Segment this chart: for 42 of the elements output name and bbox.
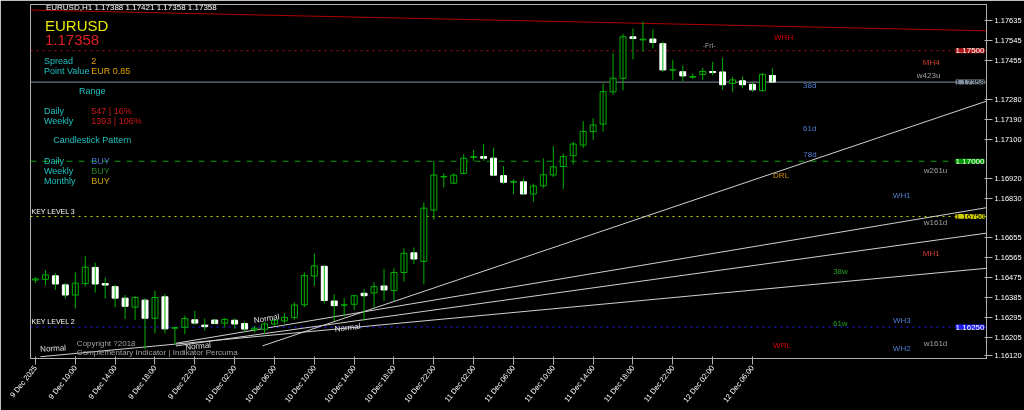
ref-line-label: 1.16750 [955,212,986,222]
annotation: Spread [44,56,74,67]
annotation: MH4 [922,57,941,67]
ref-line-label: 1.17500 [955,46,986,56]
chart-title: EURUSD,H1 1.17388 1.17421 1.17358 1.17358 [45,2,218,12]
annotation: BUY [91,175,110,186]
annotation: Weekly [44,115,74,126]
annotation: 61w [832,318,848,328]
annotation: 78d [803,150,817,160]
annotation: WRH [774,32,794,42]
annotation: DRL [773,170,790,180]
annotation: w423u [915,71,941,81]
ref-line-label: 1.17000 [955,156,986,166]
annotation: Monthly [44,175,77,186]
annotation: Copyright ?2018 [76,338,137,348]
annotation: 1393 | 106% [91,115,142,126]
annotation: EUR 0.85 [91,66,131,77]
annotation: 61d [803,123,817,133]
annotation: Normal [334,321,362,334]
annotation: Normal [253,312,281,325]
annotation: w261u [922,166,948,176]
annotation: MH1 [922,249,941,259]
annotation: Normal [40,343,67,354]
annotation: Daily [44,106,65,117]
annotation: WH2 [892,344,912,354]
annotation: WH1 [892,191,912,201]
annotation: Point Value [44,66,90,77]
annotation: Range [79,86,106,97]
annotation: w161d [922,338,948,348]
annotation: 547 | 16% [91,106,132,117]
ref-line-label: 1.17358 [955,77,986,87]
annotation: 38d [803,81,817,91]
annotation: Candlestick Pattern [53,134,132,145]
annotation: WH3 [892,316,912,326]
annotation: w161d [922,217,948,227]
annotation: WRL [773,341,792,351]
annotation: BUY [91,165,110,176]
annotation: 38w [833,267,849,277]
annotation: Weekly [44,165,74,176]
annotation: BUY [91,155,110,166]
annotation: Daily [44,155,65,166]
annotation: 2 [91,56,97,67]
